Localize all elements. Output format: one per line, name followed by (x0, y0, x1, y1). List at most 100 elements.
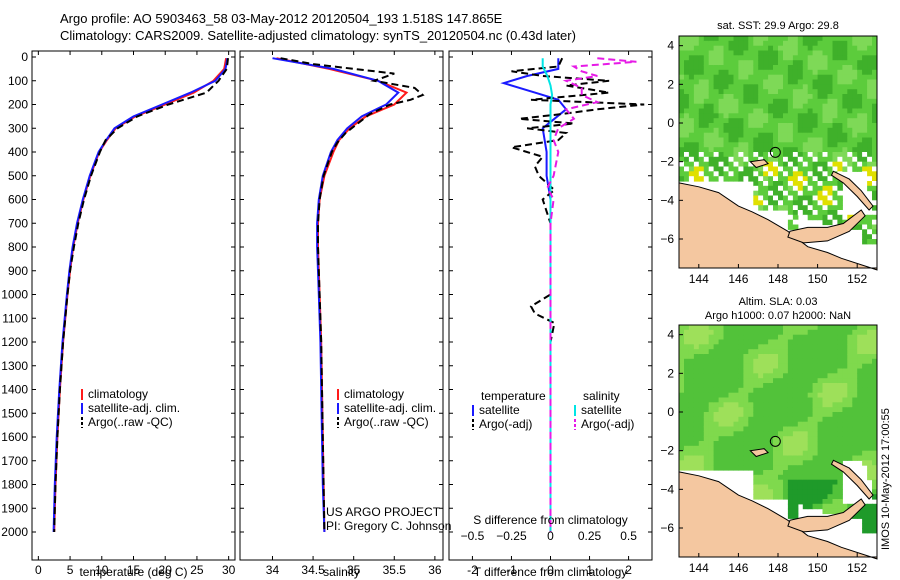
map-cell (728, 455, 734, 461)
map-cell (733, 412, 739, 418)
map-cell (807, 152, 814, 158)
map-cell (728, 421, 734, 428)
map-cell (778, 205, 784, 211)
map-cell (807, 445, 814, 452)
map-cell (783, 358, 789, 365)
map-cell (807, 334, 814, 341)
map-cell (797, 397, 804, 403)
map-cell (792, 118, 799, 124)
map-cell (807, 195, 814, 201)
map-cell (792, 156, 799, 163)
map-cell (703, 339, 710, 345)
map-cell (797, 421, 804, 428)
map-cell (822, 368, 828, 374)
map-cell (684, 373, 690, 379)
map-cell (822, 40, 828, 47)
map-cell (718, 60, 725, 66)
map-cell (703, 325, 710, 331)
map-cell (728, 402, 734, 408)
map-cell (872, 494, 878, 500)
y-tick-label: 800 (8, 240, 28, 254)
map-cell (842, 60, 848, 66)
map-cell (832, 89, 838, 95)
map-cell (862, 113, 868, 119)
map-cell (807, 132, 814, 139)
y-tick-label: −6 (660, 521, 674, 535)
map-cell (792, 98, 799, 105)
map-cell (847, 407, 853, 413)
map-cell (738, 147, 744, 153)
map-cell (713, 113, 720, 119)
map-cell (778, 161, 784, 168)
map-cell (679, 344, 685, 350)
map-cell (763, 465, 769, 471)
map-cell (857, 508, 863, 515)
map-cell (758, 84, 764, 90)
map-cell (822, 412, 828, 418)
map-cell (817, 127, 824, 134)
map-cell (792, 147, 799, 153)
map-cell (713, 344, 720, 350)
map-cell (872, 479, 878, 486)
map-cell (733, 113, 739, 119)
map-cell (768, 325, 774, 331)
map-cell (812, 441, 819, 447)
map-cell (847, 166, 853, 172)
map-cell (792, 387, 799, 394)
map-cell (684, 368, 690, 374)
map-cell (753, 494, 759, 500)
map-cell (718, 407, 725, 413)
map-cell (703, 450, 710, 457)
map-cell (713, 108, 720, 114)
map-cell (852, 445, 858, 452)
map-cell (723, 426, 729, 432)
map-cell (723, 118, 729, 124)
map-cell (718, 402, 725, 408)
map-cell (679, 354, 685, 360)
map-cell (817, 426, 824, 432)
map-cell (842, 450, 848, 457)
map-cell (792, 373, 799, 379)
map-cell (698, 60, 705, 66)
map-cell (812, 185, 819, 192)
map-cell (792, 368, 799, 374)
map-cell (703, 127, 710, 134)
map-cell (698, 118, 705, 124)
map-cell (738, 103, 744, 110)
map-cell (778, 383, 784, 389)
map-cell (758, 445, 764, 452)
map-cell (822, 489, 828, 495)
map-cell (802, 484, 809, 490)
map-cell (768, 489, 774, 495)
map-cell (688, 339, 695, 345)
map-cell (802, 431, 809, 437)
map-cell (783, 470, 789, 476)
map-cell (797, 152, 804, 158)
map-cell (862, 508, 868, 515)
map-cell (693, 416, 700, 423)
map-cell (758, 455, 764, 461)
map-cell (857, 132, 863, 139)
map-cell (852, 358, 858, 365)
map-cell (807, 161, 814, 168)
map-cell (822, 445, 828, 452)
map-cell (802, 60, 809, 66)
map-cell (778, 344, 784, 350)
map-cell (703, 445, 710, 452)
map-cell (787, 402, 794, 408)
map-cell (743, 373, 749, 379)
map-cell (797, 494, 804, 500)
map-cell (718, 89, 725, 95)
map-cell (872, 518, 878, 524)
map-cell (758, 108, 764, 114)
map-cell (703, 156, 710, 163)
map-cell (758, 489, 764, 495)
map-cell (792, 494, 799, 500)
map-cell (862, 224, 868, 230)
map-cell (679, 156, 685, 163)
map-cell (783, 36, 789, 42)
map-cell (733, 363, 739, 370)
map-cell (842, 166, 848, 172)
map-cell (837, 358, 843, 365)
map-cell (847, 441, 853, 447)
